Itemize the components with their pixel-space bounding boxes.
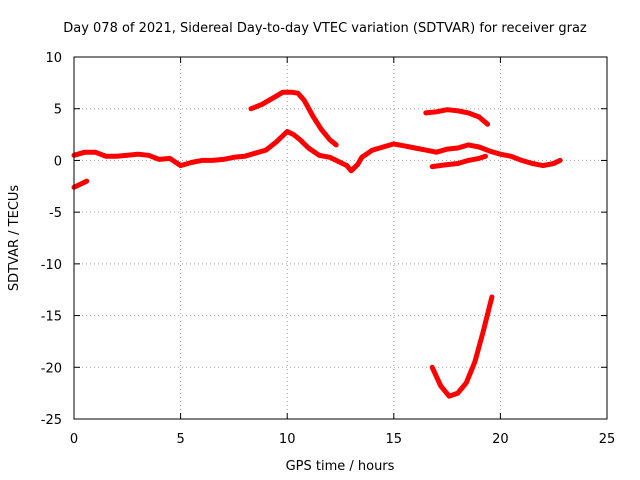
track-deep-dip xyxy=(429,294,495,399)
x-tick-label: 5 xyxy=(176,432,184,447)
y-tick-label: -25 xyxy=(41,413,62,428)
track-early xyxy=(71,178,90,190)
y-tick-label: -5 xyxy=(49,206,62,221)
x-tick-label: 0 xyxy=(70,432,78,447)
x-tick-label: 15 xyxy=(386,432,403,447)
y-tick-label: 5 xyxy=(54,103,62,118)
x-axis-label: GPS time / hours xyxy=(286,459,395,474)
chart-title: Day 078 of 2021, Sidereal Day-to-day VTE… xyxy=(63,21,587,36)
y-tick-label: -15 xyxy=(41,310,62,325)
x-tick-label: 25 xyxy=(599,432,616,447)
x-tick-label: 20 xyxy=(492,432,509,447)
track-afternoon-high xyxy=(423,107,491,127)
track-main xyxy=(71,129,563,174)
y-tick-label: 10 xyxy=(45,51,62,66)
y-tick-label: -20 xyxy=(41,361,62,376)
plot-frame xyxy=(73,56,608,420)
y-axis-label: SDTVAR / TECUs xyxy=(7,185,22,292)
track-morning-high xyxy=(248,89,339,148)
track-afternoon-low xyxy=(429,153,488,170)
y-tick-label: -10 xyxy=(41,258,62,273)
grid-lines xyxy=(74,57,607,419)
data-series xyxy=(71,89,563,399)
y-tick-label: 0 xyxy=(54,154,62,169)
x-tick-label: 10 xyxy=(279,432,296,447)
